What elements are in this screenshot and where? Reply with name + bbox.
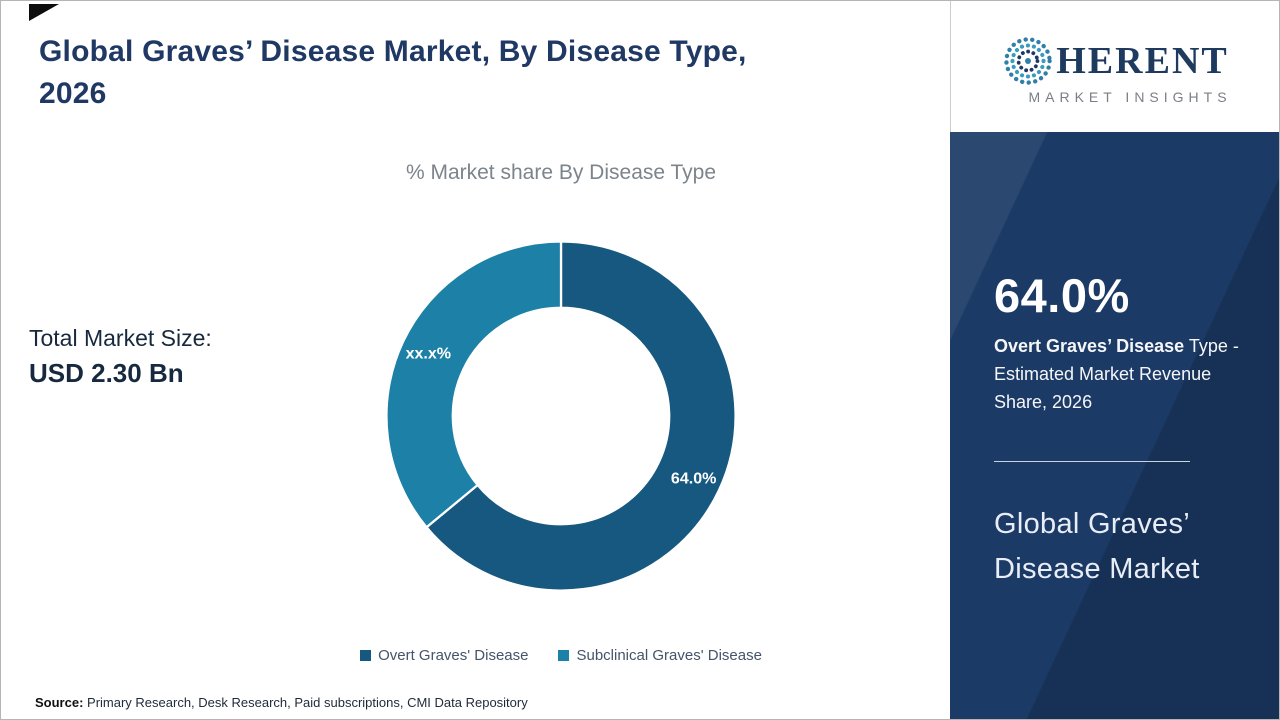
source-text: Primary Research, Desk Research, Paid su… xyxy=(83,695,528,710)
stat-label-rest: Type - Estimated Market Revenue Share, 2… xyxy=(994,336,1239,412)
legend-label: Subclinical Graves' Disease xyxy=(576,647,762,664)
total-market-block: Total Market Size: USD 2.30 Bn xyxy=(29,325,212,389)
divider-line xyxy=(994,460,1190,462)
sidebar: HERENT MARKET INSIGHTS 64.0% Overt Grave… xyxy=(950,1,1279,719)
slice-label-1: xx.x% xyxy=(406,345,452,363)
donut-slice-1 xyxy=(385,240,563,529)
legend-swatch xyxy=(360,650,372,661)
total-market-value: USD 2.30 Bn xyxy=(29,358,184,388)
stat-label-bold: Overt Graves’ Disease xyxy=(994,336,1185,356)
donut-chart: 64.0% xx.x% xyxy=(385,240,737,592)
stat-label: Overt Graves’ Disease Type - Estimated M… xyxy=(994,333,1246,417)
source-note: Source: Primary Research, Desk Research,… xyxy=(35,695,528,710)
logo-row: HERENT xyxy=(1001,34,1228,88)
legend-swatch xyxy=(558,650,570,661)
legend-label: Overt Graves' Disease xyxy=(378,647,529,664)
logo-brand-text: HERENT xyxy=(1056,40,1229,82)
page-title: Global Graves’ Disease Market, By Diseas… xyxy=(39,35,747,110)
total-market-label: Total Market Size: xyxy=(29,325,212,351)
logo-tagline: MARKET INSIGHTS xyxy=(1028,89,1232,105)
chart-legend: Overt Graves' Disease Subclinical Graves'… xyxy=(191,647,931,664)
sidebar-market-title: Global Graves’ Disease Market xyxy=(994,507,1200,586)
slice-label-0: 64.0% xyxy=(671,469,717,487)
sidebar-panel: 64.0% Overt Graves’ Disease Type - Estim… xyxy=(950,132,1279,719)
chart-panel: Global Graves’ Disease Market, By Diseas… xyxy=(1,1,950,719)
brand-logo: HERENT MARKET INSIGHTS xyxy=(950,1,1279,132)
stat-value: 64.0% xyxy=(994,269,1130,322)
corner-decoration xyxy=(29,4,59,21)
source-label: Source: xyxy=(35,695,84,710)
donut-slice-0 xyxy=(424,240,737,592)
legend-item: Overt Graves' Disease xyxy=(360,647,528,664)
legend-item: Subclinical Graves' Disease xyxy=(558,647,762,664)
chart-subtitle: % Market share By Disease Type xyxy=(405,161,717,184)
logo-globe-icon xyxy=(1004,37,1053,85)
